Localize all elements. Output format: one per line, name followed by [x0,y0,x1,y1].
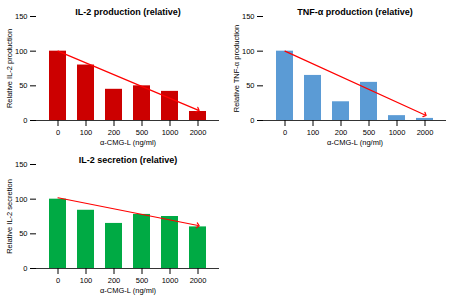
svg-text:150: 150 [15,160,28,169]
svg-text:1000: 1000 [162,128,179,137]
svg-text:0: 0 [250,116,254,125]
svg-text:500: 500 [136,128,149,137]
svg-text:2000: 2000 [190,276,207,285]
svg-text:0: 0 [283,128,287,137]
svg-text:100: 100 [80,128,93,137]
svg-text:Relative IL-2 production: Relative IL-2 production [5,29,14,108]
svg-text:Relative IL-2 secretion: Relative IL-2 secretion [5,179,14,254]
svg-text:100: 100 [15,195,28,204]
svg-text:IL-2 secretion (relative): IL-2 secretion (relative) [79,155,178,165]
svg-text:IL-2 production (relative): IL-2 production (relative) [75,7,181,17]
svg-text:150: 150 [242,12,255,21]
svg-text:1000: 1000 [389,128,406,137]
svg-text:2000: 2000 [417,128,434,137]
svg-text:200: 200 [335,128,348,137]
svg-text:100: 100 [307,128,320,137]
svg-text:Relative TNF-α production: Relative TNF-α production [232,25,241,113]
svg-text:50: 50 [246,81,254,90]
svg-text:100: 100 [242,47,255,56]
svg-text:50: 50 [19,229,27,238]
svg-text:α-CMG-L (ng/ml): α-CMG-L (ng/ml) [100,286,157,295]
svg-text:0: 0 [56,128,60,137]
svg-text:500: 500 [363,128,376,137]
svg-text:0: 0 [56,276,60,285]
svg-text:TNF-α production (relative): TNF-α production (relative) [297,7,413,17]
svg-text:α-CMG-L (ng/ml): α-CMG-L (ng/ml) [100,138,157,147]
svg-text:0: 0 [23,264,27,273]
svg-text:1000: 1000 [162,276,179,285]
svg-text:100: 100 [15,47,28,56]
svg-text:50: 50 [19,81,27,90]
svg-text:α-CMG-L (ng/ml): α-CMG-L (ng/ml) [327,138,384,147]
svg-text:200: 200 [108,276,121,285]
svg-text:150: 150 [15,12,28,21]
svg-text:2000: 2000 [190,128,207,137]
svg-text:500: 500 [136,276,149,285]
svg-text:0: 0 [23,116,27,125]
svg-text:200: 200 [108,128,121,137]
svg-text:100: 100 [80,276,93,285]
